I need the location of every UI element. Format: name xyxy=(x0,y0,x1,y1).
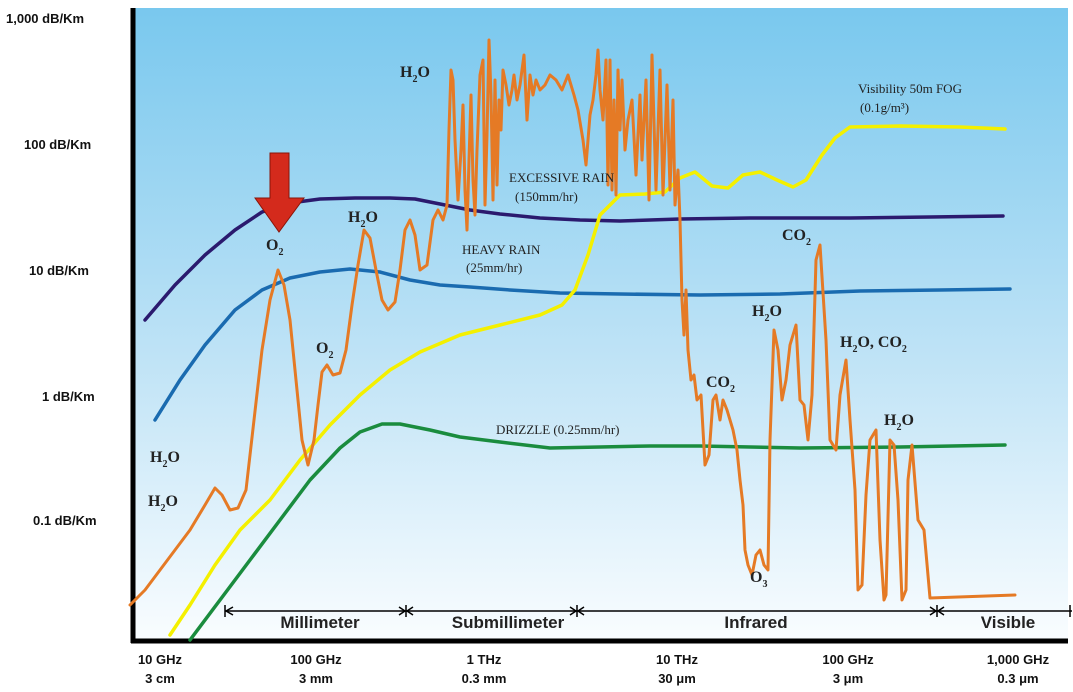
x-tick-label-bottom: 3 mm xyxy=(299,671,333,686)
band-label-millimeter: Millimeter xyxy=(280,613,360,632)
x-tick-label-top: 100 GHz xyxy=(290,652,342,667)
series-line-heavy-rain xyxy=(153,267,1012,422)
x-tick-label-top: 100 GHz xyxy=(822,652,874,667)
band-label-infrared: Infrared xyxy=(724,613,787,632)
series-line-drizzle xyxy=(188,422,1007,642)
series-layer xyxy=(128,38,1017,642)
x-tick-label-bottom: 30 μm xyxy=(658,671,696,686)
band-labels: Millimeter Submillimeter Infrared Visibl… xyxy=(280,613,1035,632)
x-tick-label-bottom: 3 cm xyxy=(145,671,175,686)
x-tick-label-top: 10 THz xyxy=(656,652,698,667)
annotation-o2: O2 xyxy=(316,340,333,361)
annotation-h2o: H2O xyxy=(884,412,914,433)
annotation-o3: O3 xyxy=(750,569,767,590)
annotation-co2: CO2 xyxy=(706,374,735,395)
annotation-h2o: H2O xyxy=(348,209,378,230)
annotation-h2o-co2: H2O, CO2 xyxy=(840,334,907,355)
y-tick-label: 1,000 dB/Km xyxy=(6,11,84,26)
band-arrowhead xyxy=(224,606,234,616)
x-tick-label-top: 1 THz xyxy=(467,652,502,667)
fog-label: Visibility 50m FOG xyxy=(858,81,962,96)
excessive-rain-label: EXCESSIVE RAIN xyxy=(509,170,615,185)
x-tick-label-bottom: 3 μm xyxy=(833,671,863,686)
band-arrowhead xyxy=(405,606,414,616)
annotation-o2: O2 xyxy=(266,237,283,258)
annotation-co2: CO2 xyxy=(782,227,811,248)
band-arrowhead xyxy=(569,606,578,616)
x-tick-label-top: 10 GHz xyxy=(138,652,183,667)
plot-background xyxy=(133,8,1068,643)
band-arrowhead xyxy=(936,606,945,616)
heavy-rain-label-sub: (25mm/hr) xyxy=(466,260,522,275)
x-tick-labels: 10 GHz 3 cm 100 GHz 3 mm 1 THz 0.3 mm 10… xyxy=(138,652,1050,686)
series-line-excessive-rain xyxy=(143,196,1005,322)
band-label-submillimeter: Submillimeter xyxy=(452,613,565,632)
drizzle-label: DRIZZLE (0.25mm/hr) xyxy=(496,422,619,437)
y-tick-label: 100 dB/Km xyxy=(24,137,91,152)
molecule-annotations: O2 O2 H2O H2O H2O H2O H2O H2O CO2 CO2 O3… xyxy=(148,64,914,590)
annotation-h2o: H2O xyxy=(752,303,782,324)
band-markers xyxy=(224,605,1072,617)
band-arrowhead xyxy=(576,606,585,616)
red-arrow-icon xyxy=(254,152,305,233)
x-tick-label-bottom: 0.3 μm xyxy=(997,671,1038,686)
x-tick-label-top: 1,000 GHz xyxy=(987,652,1050,667)
annotation-h2o: H2O xyxy=(400,64,430,85)
fog-label-sub: (0.1g/m³) xyxy=(860,100,909,115)
series-line-fog xyxy=(168,124,1007,637)
annotation-h2o: H2O xyxy=(148,493,178,514)
x-tick-label-bottom: 0.3 mm xyxy=(462,671,507,686)
y-tick-label: 1 dB/Km xyxy=(42,389,95,404)
annotation-h2o: H2O xyxy=(150,449,180,470)
series-labels: Visibility 50m FOG (0.1g/m³) EXCESSIVE R… xyxy=(462,81,962,437)
excessive-rain-label-sub: (150mm/hr) xyxy=(515,189,578,204)
band-arrowhead xyxy=(398,606,407,616)
y-tick-label: 0.1 dB/Km xyxy=(33,513,97,528)
heavy-rain-label: HEAVY RAIN xyxy=(462,242,541,257)
band-arrowhead xyxy=(929,606,938,616)
band-label-visible: Visible xyxy=(981,613,1036,632)
series-line-molecular xyxy=(128,38,1017,607)
y-tick-label: 10 dB/Km xyxy=(29,263,89,278)
y-tick-labels: 1,000 dB/Km 100 dB/Km 10 dB/Km 1 dB/Km 0… xyxy=(6,11,97,528)
